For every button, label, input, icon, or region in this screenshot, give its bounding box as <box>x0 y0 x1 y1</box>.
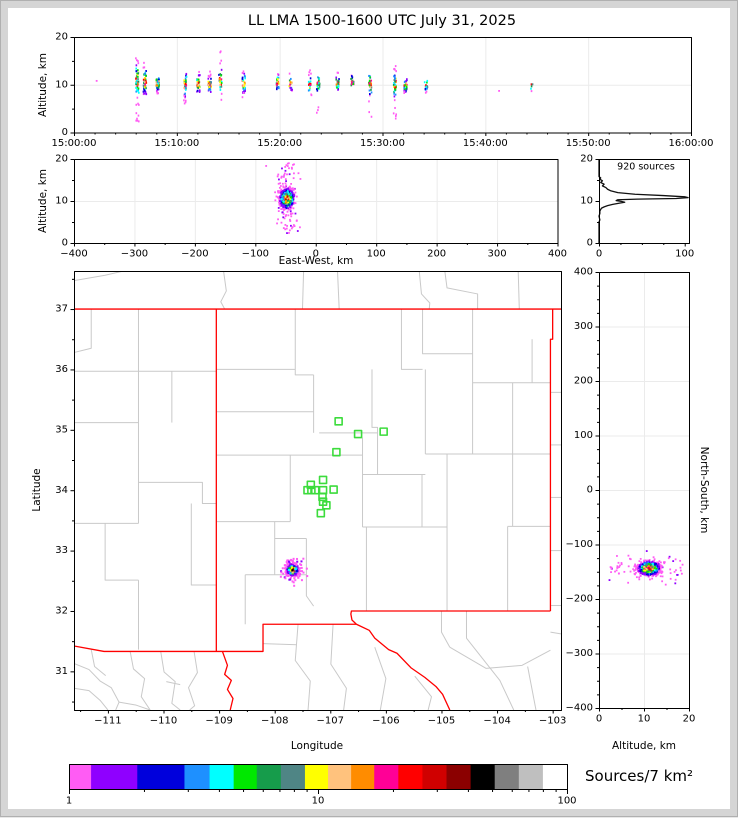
latitude-axis-label: Latitude <box>31 468 43 512</box>
plan-view-map-panel <box>74 271 561 710</box>
page-title: LL LMA 1500-1600 UTC July 31, 2025 <box>247 13 517 29</box>
altitude-axis-label-ns: Altitude, km <box>611 740 677 752</box>
altitude-axis-label-top: Altitude, km <box>37 52 49 118</box>
east-west-altitude-panel <box>74 159 558 243</box>
longitude-axis-label: Longitude <box>290 740 344 752</box>
altitude-axis-label-ew: Altitude, km <box>37 168 49 234</box>
density-colorbar <box>69 764 567 789</box>
colorbar-label: Sources/7 km² <box>585 767 694 785</box>
time-altitude-panel <box>74 37 691 133</box>
sources-count-annotation: 920 sources <box>617 161 675 173</box>
east-west-axis-label: East-West, km <box>278 255 354 267</box>
north-south-axis-label: North-South, km <box>698 446 710 534</box>
north-south-altitude-panel <box>599 272 689 708</box>
